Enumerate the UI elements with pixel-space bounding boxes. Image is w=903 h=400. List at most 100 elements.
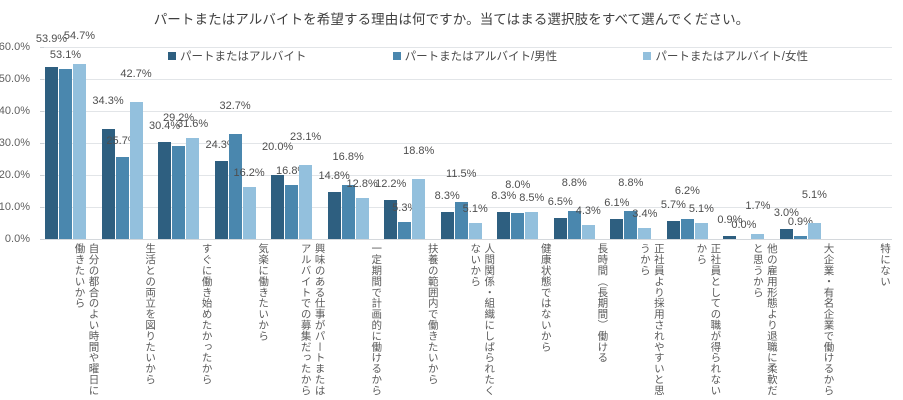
bar[interactable] (525, 211, 539, 239)
legend-swatch-icon (168, 52, 176, 60)
bar-value-label: 6.2% (674, 185, 700, 198)
category-label-text: 興味のある仕事がパートまたはアルバイトでの募集だったから (299, 243, 326, 396)
bar[interactable] (751, 233, 765, 239)
bar[interactable] (779, 229, 793, 239)
bar[interactable] (723, 236, 737, 239)
chart-title: パートまたはアルバイトを希望する理由は何ですか。当てはまる選択肢をすべて選んでく… (153, 12, 750, 27)
bar[interactable] (285, 185, 299, 239)
plot-area: 0.0% 10.0% 20.0% 30.0% 40.0% 50.0% 60.0% 53.9%… (0, 30, 892, 245)
category-label-text: 扶養の範囲内で働きたいから (426, 243, 439, 385)
bar-value-label: 11.5% (446, 168, 477, 181)
bar-value-label: 8.8% (618, 176, 644, 189)
bar[interactable] (242, 187, 256, 239)
y-axis-tick-label: 0.0% (4, 233, 30, 245)
bar[interactable] (384, 199, 398, 239)
axis-baseline (44, 239, 892, 240)
bar[interactable] (440, 212, 454, 239)
bar[interactable] (511, 213, 525, 239)
bar[interactable] (793, 236, 807, 239)
category-label-text: 正社員としての職が得られないから (695, 243, 722, 396)
y-axis-tick-label: 10.0% (0, 201, 30, 213)
legend-item[interactable]: パートまたはアルバイト/女性 (643, 48, 808, 64)
y-tick-mark (40, 207, 44, 208)
category-label: 特にない (835, 243, 892, 398)
category-label: 生活との両立を図りたいから (101, 243, 158, 398)
bar[interactable] (327, 191, 341, 239)
bar-value-label: 6.1% (604, 197, 630, 210)
bar[interactable] (59, 69, 72, 239)
bar-group: 6.5% 8.8% 4.3% (548, 47, 610, 239)
category-label: 正社員より採用されやすいと思うから (609, 243, 666, 398)
bar-value-label: 54.7% (63, 29, 96, 42)
y-axis-tick-label: 40.0% (0, 105, 30, 117)
y-tick-mark (40, 175, 44, 176)
bar-value-label: 18.8% (403, 144, 435, 157)
bar-value-label: 8.0% (505, 179, 531, 192)
bar[interactable] (115, 156, 129, 239)
bar-value-label: 3.0% (773, 207, 799, 220)
bar-value-label: 53.1% (49, 49, 82, 62)
chart-legend: パートまたはアルバイト パートまたはアルバイト/男性 パートまたはアルバイト/女性 (168, 48, 808, 64)
bar-value-label: 32.7% (219, 100, 251, 113)
bar[interactable] (412, 178, 426, 239)
bar[interactable] (186, 137, 200, 239)
bar-value-label: 12.8% (346, 178, 378, 191)
bar[interactable] (694, 222, 708, 239)
y-tick-mark (40, 143, 44, 144)
bar[interactable] (129, 102, 143, 239)
bar[interactable] (228, 134, 242, 239)
bar-group (835, 47, 892, 239)
legend-label: パートまたはアルバイト (180, 51, 307, 63)
bar[interactable] (638, 228, 652, 239)
bar[interactable] (497, 212, 511, 239)
bar-value-label: 29.2% (162, 111, 195, 124)
bar[interactable] (610, 219, 624, 239)
bar-value-label: 20.0% (262, 141, 294, 153)
bar[interactable] (581, 225, 595, 239)
category-label: 健康状態ではないから (496, 243, 553, 398)
category-label: 興味のある仕事がパートまたはアルバイトでの募集だったから (270, 243, 327, 398)
y-axis-tick-label: 30.0% (0, 137, 30, 149)
y-axis-tick-label: 50.0% (0, 73, 30, 85)
bar[interactable] (807, 222, 821, 239)
bar[interactable] (567, 210, 581, 239)
bar[interactable] (214, 161, 228, 239)
category-label-text: 特にない (878, 243, 891, 287)
bar[interactable] (468, 222, 482, 239)
bar[interactable] (680, 219, 694, 239)
category-label: 気楽に働きたいから (214, 243, 271, 398)
bar[interactable] (101, 129, 115, 239)
category-label-text: 長時間（長期間）働ける (596, 243, 609, 363)
bar-value-label: 53.9% (35, 32, 68, 45)
bar[interactable] (624, 210, 638, 239)
bar[interactable] (666, 220, 680, 239)
bar[interactable] (172, 145, 186, 239)
legend-swatch-icon (392, 52, 401, 60)
bar-group: 53.9% 53.1% 54.7% (36, 30, 101, 239)
category-label: 正社員としての職が得られないから (666, 243, 723, 398)
bar-value-label: 0.9% (717, 214, 743, 227)
gridline (44, 207, 892, 208)
legend-item[interactable]: パートまたはアルバイト (168, 48, 306, 64)
legend-item[interactable]: パートまたはアルバイト/男性 (392, 48, 557, 64)
bar-value-label: 23.1% (290, 131, 322, 144)
bar-value-label: 0.0% (731, 219, 757, 231)
bar-group: 12.2% 5.3% 18.8% (375, 47, 440, 239)
bar[interactable] (299, 165, 313, 239)
bar[interactable] (355, 198, 369, 239)
bar-group: 8.3% 8.0% 8.5% (491, 47, 553, 239)
bar-value-label: 42.7% (120, 68, 152, 81)
bar[interactable] (271, 175, 285, 239)
bar[interactable] (341, 185, 355, 239)
bar[interactable] (45, 66, 58, 239)
bar[interactable] (553, 218, 567, 239)
bar[interactable] (158, 141, 172, 239)
category-label: 扶養の範囲内で働きたいから (383, 243, 440, 398)
bar-value-label: 8.5% (519, 191, 545, 204)
bar-value-label: 1.7% (745, 199, 771, 212)
bar-value-label: 14.8% (318, 169, 350, 182)
bar[interactable] (73, 63, 86, 239)
bar-value-label: 12.2% (375, 177, 407, 190)
bar[interactable] (398, 222, 412, 239)
bar[interactable] (454, 202, 468, 239)
